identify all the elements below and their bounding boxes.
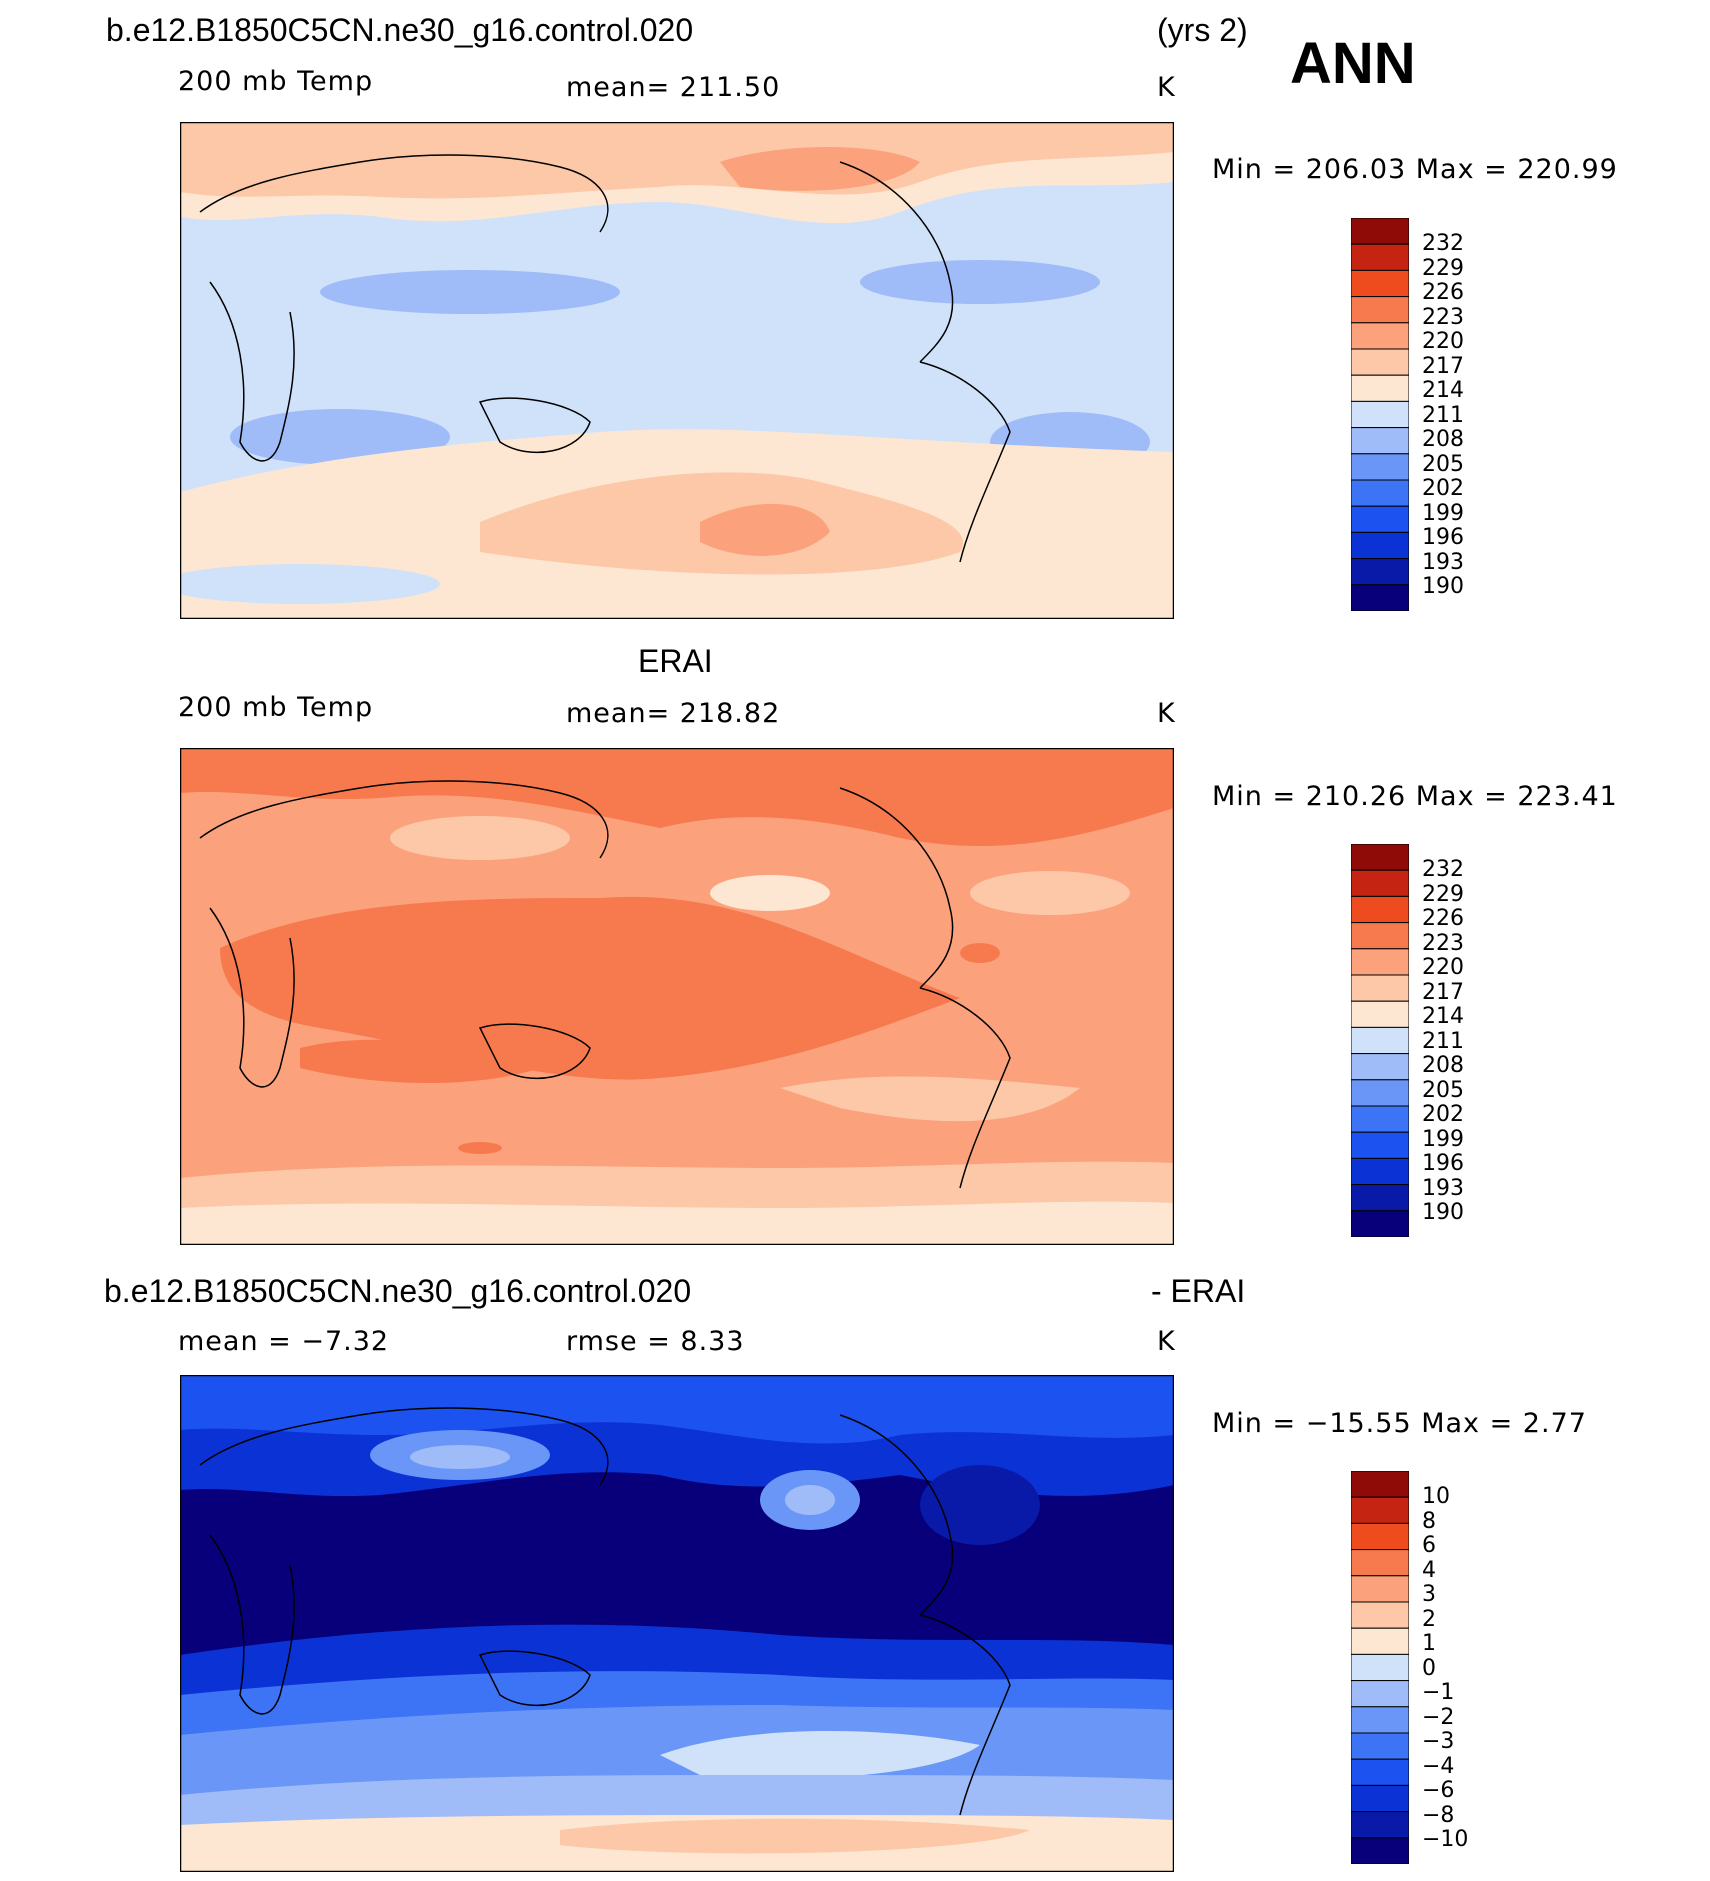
cb1-label: 205 [1422, 451, 1464, 477]
cb2-label: 226 [1422, 906, 1464, 931]
cb1-label: 229 [1422, 255, 1464, 281]
cb2-label: 232 [1422, 857, 1464, 882]
cb2-label: 211 [1422, 1028, 1464, 1054]
cb2-label: 223 [1422, 930, 1464, 956]
panel3-rmse: rmse = 8.33 [566, 1326, 745, 1357]
cb3-label: −1 [1422, 1680, 1455, 1705]
panel1-map [180, 122, 1174, 619]
cb3-label: 1 [1422, 1631, 1436, 1656]
cb3-label: −4 [1422, 1753, 1455, 1779]
panel1-minmax: Min = 206.03 Max = 220.99 [1212, 154, 1618, 185]
panel2-minmax: Min = 210.26 Max = 223.41 [1212, 781, 1618, 812]
cb1-label: 202 [1422, 476, 1464, 501]
panel2-map [180, 748, 1174, 1245]
cb1-label: 214 [1422, 378, 1464, 403]
panel3-minmax: Min = −15.55 Max = 2.77 [1212, 1408, 1587, 1439]
cb3-label: −6 [1422, 1778, 1455, 1803]
cb2-label: 193 [1422, 1175, 1464, 1201]
cb1-label: 190 [1422, 574, 1464, 599]
cb2-label: 190 [1422, 1200, 1464, 1225]
panel3-mean: mean = −7.32 [178, 1326, 390, 1357]
panel3-units: K [1157, 1326, 1176, 1357]
years-label: (yrs 2) [1157, 12, 1248, 48]
cb1-label: 232 [1422, 231, 1464, 256]
panel1-colorbar [1351, 218, 1409, 611]
cb2-label: 214 [1422, 1004, 1464, 1029]
panel1-variable: 200 mb Temp [178, 66, 374, 97]
cb1-label: 193 [1422, 549, 1464, 575]
cb3-label: −8 [1422, 1802, 1455, 1828]
cb3-label: 0 [1422, 1655, 1436, 1681]
cb1-label: 208 [1422, 427, 1464, 452]
cb2-label: 208 [1422, 1053, 1464, 1078]
cb1-label: 217 [1422, 353, 1464, 379]
cb2-label: 196 [1422, 1151, 1464, 1176]
cb2-label: 229 [1422, 881, 1464, 907]
cb1-label: 223 [1422, 304, 1464, 330]
panel1-mean: mean= 211.50 [566, 72, 781, 103]
cb3-label: −3 [1422, 1729, 1455, 1754]
cb1-label: 226 [1422, 280, 1464, 305]
panel3-map [180, 1375, 1174, 1872]
cb3-label: 3 [1422, 1582, 1436, 1607]
panel3-colorbar [1351, 1471, 1409, 1864]
panel2-colorbar [1351, 844, 1409, 1237]
cb2-label: 205 [1422, 1077, 1464, 1103]
cb2-label: 217 [1422, 979, 1464, 1005]
cb2-label: 199 [1422, 1126, 1464, 1152]
panel2-units: K [1157, 698, 1176, 729]
cb1-label: 199 [1422, 500, 1464, 526]
panel2-title: ERAI [638, 643, 713, 679]
cb3-label: −2 [1422, 1704, 1455, 1730]
panel3-title-right: - ERAI [1151, 1273, 1246, 1309]
cb3-label: 10 [1422, 1484, 1450, 1509]
case-title: b.e12.B1850C5CN.ne30_g16.control.020 [106, 12, 694, 48]
cb1-label: 211 [1422, 402, 1464, 428]
cb2-label: 220 [1422, 955, 1464, 980]
cb2-label: 202 [1422, 1102, 1464, 1127]
cb3-label: 4 [1422, 1557, 1436, 1583]
cb3-label: 6 [1422, 1533, 1436, 1558]
cb3-label: 2 [1422, 1606, 1436, 1632]
cb3-label: −10 [1422, 1827, 1469, 1852]
cb1-label: 196 [1422, 525, 1464, 550]
panel3-title-left: b.e12.B1850C5CN.ne30_g16.control.020 [104, 1273, 692, 1309]
cb1-label: 220 [1422, 329, 1464, 354]
season-label: ANN [1290, 31, 1416, 96]
panel1-units: K [1157, 72, 1176, 103]
cb3-label: 8 [1422, 1508, 1436, 1534]
panel2-mean: mean= 218.82 [566, 698, 781, 729]
panel2-variable: 200 mb Temp [178, 692, 374, 723]
